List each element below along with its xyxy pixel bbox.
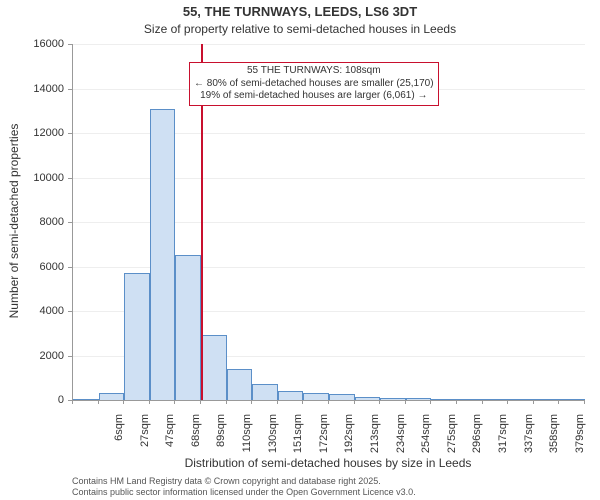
x-tick-mark (302, 400, 303, 404)
x-tick-mark (456, 400, 457, 404)
histogram-bar (534, 399, 560, 400)
x-tick-mark (354, 400, 355, 404)
histogram-bar (406, 398, 432, 400)
x-tick-mark (251, 400, 252, 404)
y-tick-label: 0 (0, 394, 64, 406)
annotation-line: 55 THE TURNWAYS: 108sqm (194, 65, 434, 78)
x-tick-mark (379, 400, 380, 404)
chart-subtitle: Size of property relative to semi-detach… (0, 22, 600, 36)
x-tick-mark (200, 400, 201, 404)
annotation-box: 55 THE TURNWAYS: 108sqm← 80% of semi-det… (189, 62, 439, 106)
y-tick-label: 14000 (0, 83, 64, 95)
histogram-bar (278, 391, 304, 400)
y-tick-label: 8000 (0, 216, 64, 228)
footer-attribution: Contains HM Land Registry data © Crown c… (72, 476, 416, 499)
x-tick-mark (507, 400, 508, 404)
annotation-line: 19% of semi-detached houses are larger (… (194, 90, 434, 103)
x-tick-mark (430, 400, 431, 404)
y-tick-label: 12000 (0, 127, 64, 139)
footer-line: Contains public sector information licen… (72, 487, 416, 498)
histogram-bar (303, 393, 329, 400)
histogram-bar (559, 399, 585, 400)
histogram-bar (73, 399, 99, 400)
x-tick-mark (174, 400, 175, 404)
x-tick-mark (405, 400, 406, 404)
x-tick-mark (482, 400, 483, 404)
y-tick-label: 2000 (0, 350, 64, 362)
histogram-bar (431, 399, 457, 400)
x-tick-mark (328, 400, 329, 404)
histogram-bar (227, 369, 253, 400)
x-tick-mark (72, 400, 73, 404)
histogram-bar (150, 109, 176, 400)
y-tick-label: 16000 (0, 38, 64, 50)
histogram-bar (355, 397, 381, 400)
gridline (73, 44, 585, 45)
x-tick-mark (98, 400, 99, 404)
histogram-bar (99, 393, 125, 400)
y-tick-label: 10000 (0, 172, 64, 184)
histogram-bar (252, 384, 278, 400)
footer-line: Contains HM Land Registry data © Crown c… (72, 476, 416, 487)
histogram-bar (124, 273, 150, 400)
histogram-bar (201, 335, 227, 400)
x-tick-mark (123, 400, 124, 404)
x-tick-mark (149, 400, 150, 404)
y-tick-label: 6000 (0, 261, 64, 273)
x-tick-mark (584, 400, 585, 404)
histogram-bar (380, 398, 406, 400)
x-tick-mark (277, 400, 278, 404)
histogram-bar (508, 399, 534, 400)
x-tick-mark (226, 400, 227, 404)
x-tick-mark (533, 400, 534, 404)
chart-title: 55, THE TURNWAYS, LEEDS, LS6 3DT (0, 4, 600, 19)
histogram-bar (329, 394, 355, 400)
histogram-bar (175, 255, 201, 400)
histogram-bar (483, 399, 509, 400)
x-axis-label: Distribution of semi-detached houses by … (72, 456, 584, 470)
y-tick-label: 4000 (0, 305, 64, 317)
x-tick-mark (558, 400, 559, 404)
annotation-line: ← 80% of semi-detached houses are smalle… (194, 78, 434, 91)
plot-area: 55 THE TURNWAYS: 108sqm← 80% of semi-det… (72, 44, 585, 401)
histogram-bar (457, 399, 483, 400)
